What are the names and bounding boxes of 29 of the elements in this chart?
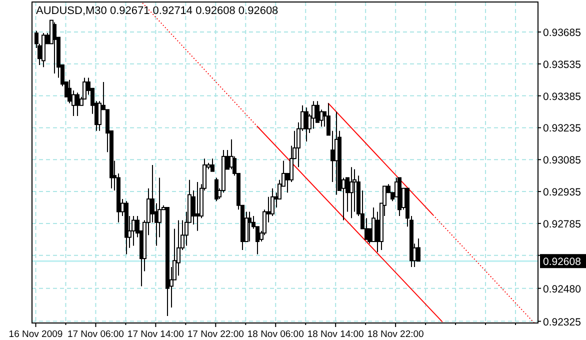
y-tick-label: 0.93235 bbox=[543, 122, 582, 135]
x-tick-label: 17 Nov 22:00 bbox=[187, 329, 244, 340]
candlestick bbox=[214, 177, 218, 202]
x-tick-label: 18 Nov 14:00 bbox=[307, 329, 364, 340]
chart-title: AUDUSD,M30 0.92671 0.92714 0.92608 0.92608 bbox=[36, 5, 278, 17]
candlestick bbox=[132, 216, 136, 246]
y-tick-label: 0.92480 bbox=[543, 283, 582, 296]
candlestick bbox=[196, 181, 200, 232]
y-tick-label: 0.93535 bbox=[543, 58, 582, 71]
x-tick-label: 18 Nov 06:00 bbox=[247, 329, 304, 340]
candlestick bbox=[248, 211, 252, 242]
candlestick bbox=[210, 158, 214, 172]
y-tick-label: 0.92935 bbox=[543, 186, 582, 199]
candlestick bbox=[350, 166, 354, 219]
x-tick-label: 18 Nov 22:00 bbox=[367, 329, 424, 340]
candlestick bbox=[312, 100, 316, 130]
x-tick-label: 17 Nov 14:00 bbox=[127, 329, 184, 340]
y-tick-label: 0.93085 bbox=[543, 154, 582, 167]
y-tick-label: 0.93685 bbox=[543, 26, 582, 39]
candlestick bbox=[52, 22, 56, 74]
candlestick bbox=[176, 220, 180, 276]
x-tick-label: 16 Nov 2009 bbox=[8, 329, 63, 340]
y-tick-label: 0.92325 bbox=[543, 316, 582, 328]
candlestick bbox=[290, 145, 294, 182]
y-tick-label: 0.92785 bbox=[543, 218, 582, 230]
y-tick-label: 0.93385 bbox=[543, 90, 582, 103]
x-tick-label: 17 Nov 06:00 bbox=[67, 329, 124, 340]
candlestick bbox=[76, 92, 80, 117]
ref-line-label: 0.92608 bbox=[543, 256, 582, 268]
